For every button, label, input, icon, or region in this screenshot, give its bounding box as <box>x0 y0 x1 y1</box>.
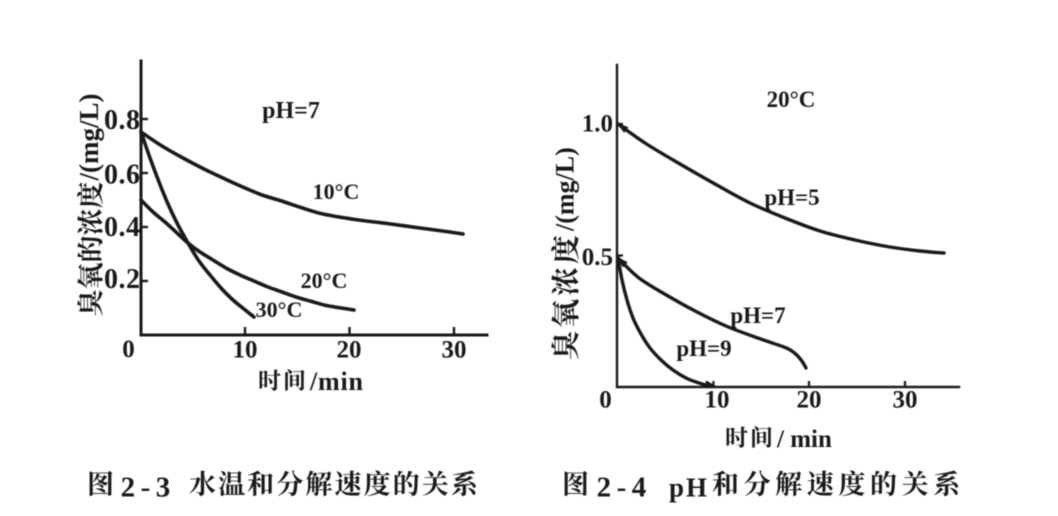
svg-text:30°C: 30°C <box>256 297 303 322</box>
svg-text:/min: /min <box>309 367 364 396</box>
svg-text:0: 0 <box>122 336 135 363</box>
svg-text:/ min: / min <box>776 426 832 453</box>
svg-text:30: 30 <box>442 337 467 364</box>
svg-text:/(mg/L): /(mg/L) <box>551 147 580 232</box>
svg-text:1.0: 1.0 <box>582 111 613 138</box>
svg-text:30: 30 <box>893 387 918 414</box>
svg-text:pH=7: pH=7 <box>730 303 785 328</box>
svg-text:pH=7: pH=7 <box>262 98 320 124</box>
svg-text:20: 20 <box>337 337 362 364</box>
svg-text:0.6: 0.6 <box>104 160 141 191</box>
svg-text:10: 10 <box>233 337 258 364</box>
svg-text:/(mg/L): /(mg/L) <box>74 94 104 182</box>
svg-text:2-3: 2-3 <box>121 472 176 504</box>
svg-text:0: 0 <box>599 387 612 414</box>
svg-text:pH: pH <box>669 473 709 503</box>
svg-text:10°C: 10°C <box>313 179 360 204</box>
svg-text:20°C: 20°C <box>767 87 816 112</box>
svg-text:2-4: 2-4 <box>597 472 652 504</box>
svg-text:20°C: 20°C <box>301 268 348 293</box>
svg-text:20: 20 <box>797 387 822 414</box>
svg-text:10: 10 <box>705 387 730 414</box>
svg-text:0.8: 0.8 <box>104 105 141 136</box>
svg-text:0.4: 0.4 <box>104 212 141 243</box>
svg-text:0.5: 0.5 <box>582 244 613 271</box>
svg-text:pH=9: pH=9 <box>676 336 731 361</box>
svg-text:0.2: 0.2 <box>104 264 141 295</box>
svg-text:pH=5: pH=5 <box>764 185 819 210</box>
